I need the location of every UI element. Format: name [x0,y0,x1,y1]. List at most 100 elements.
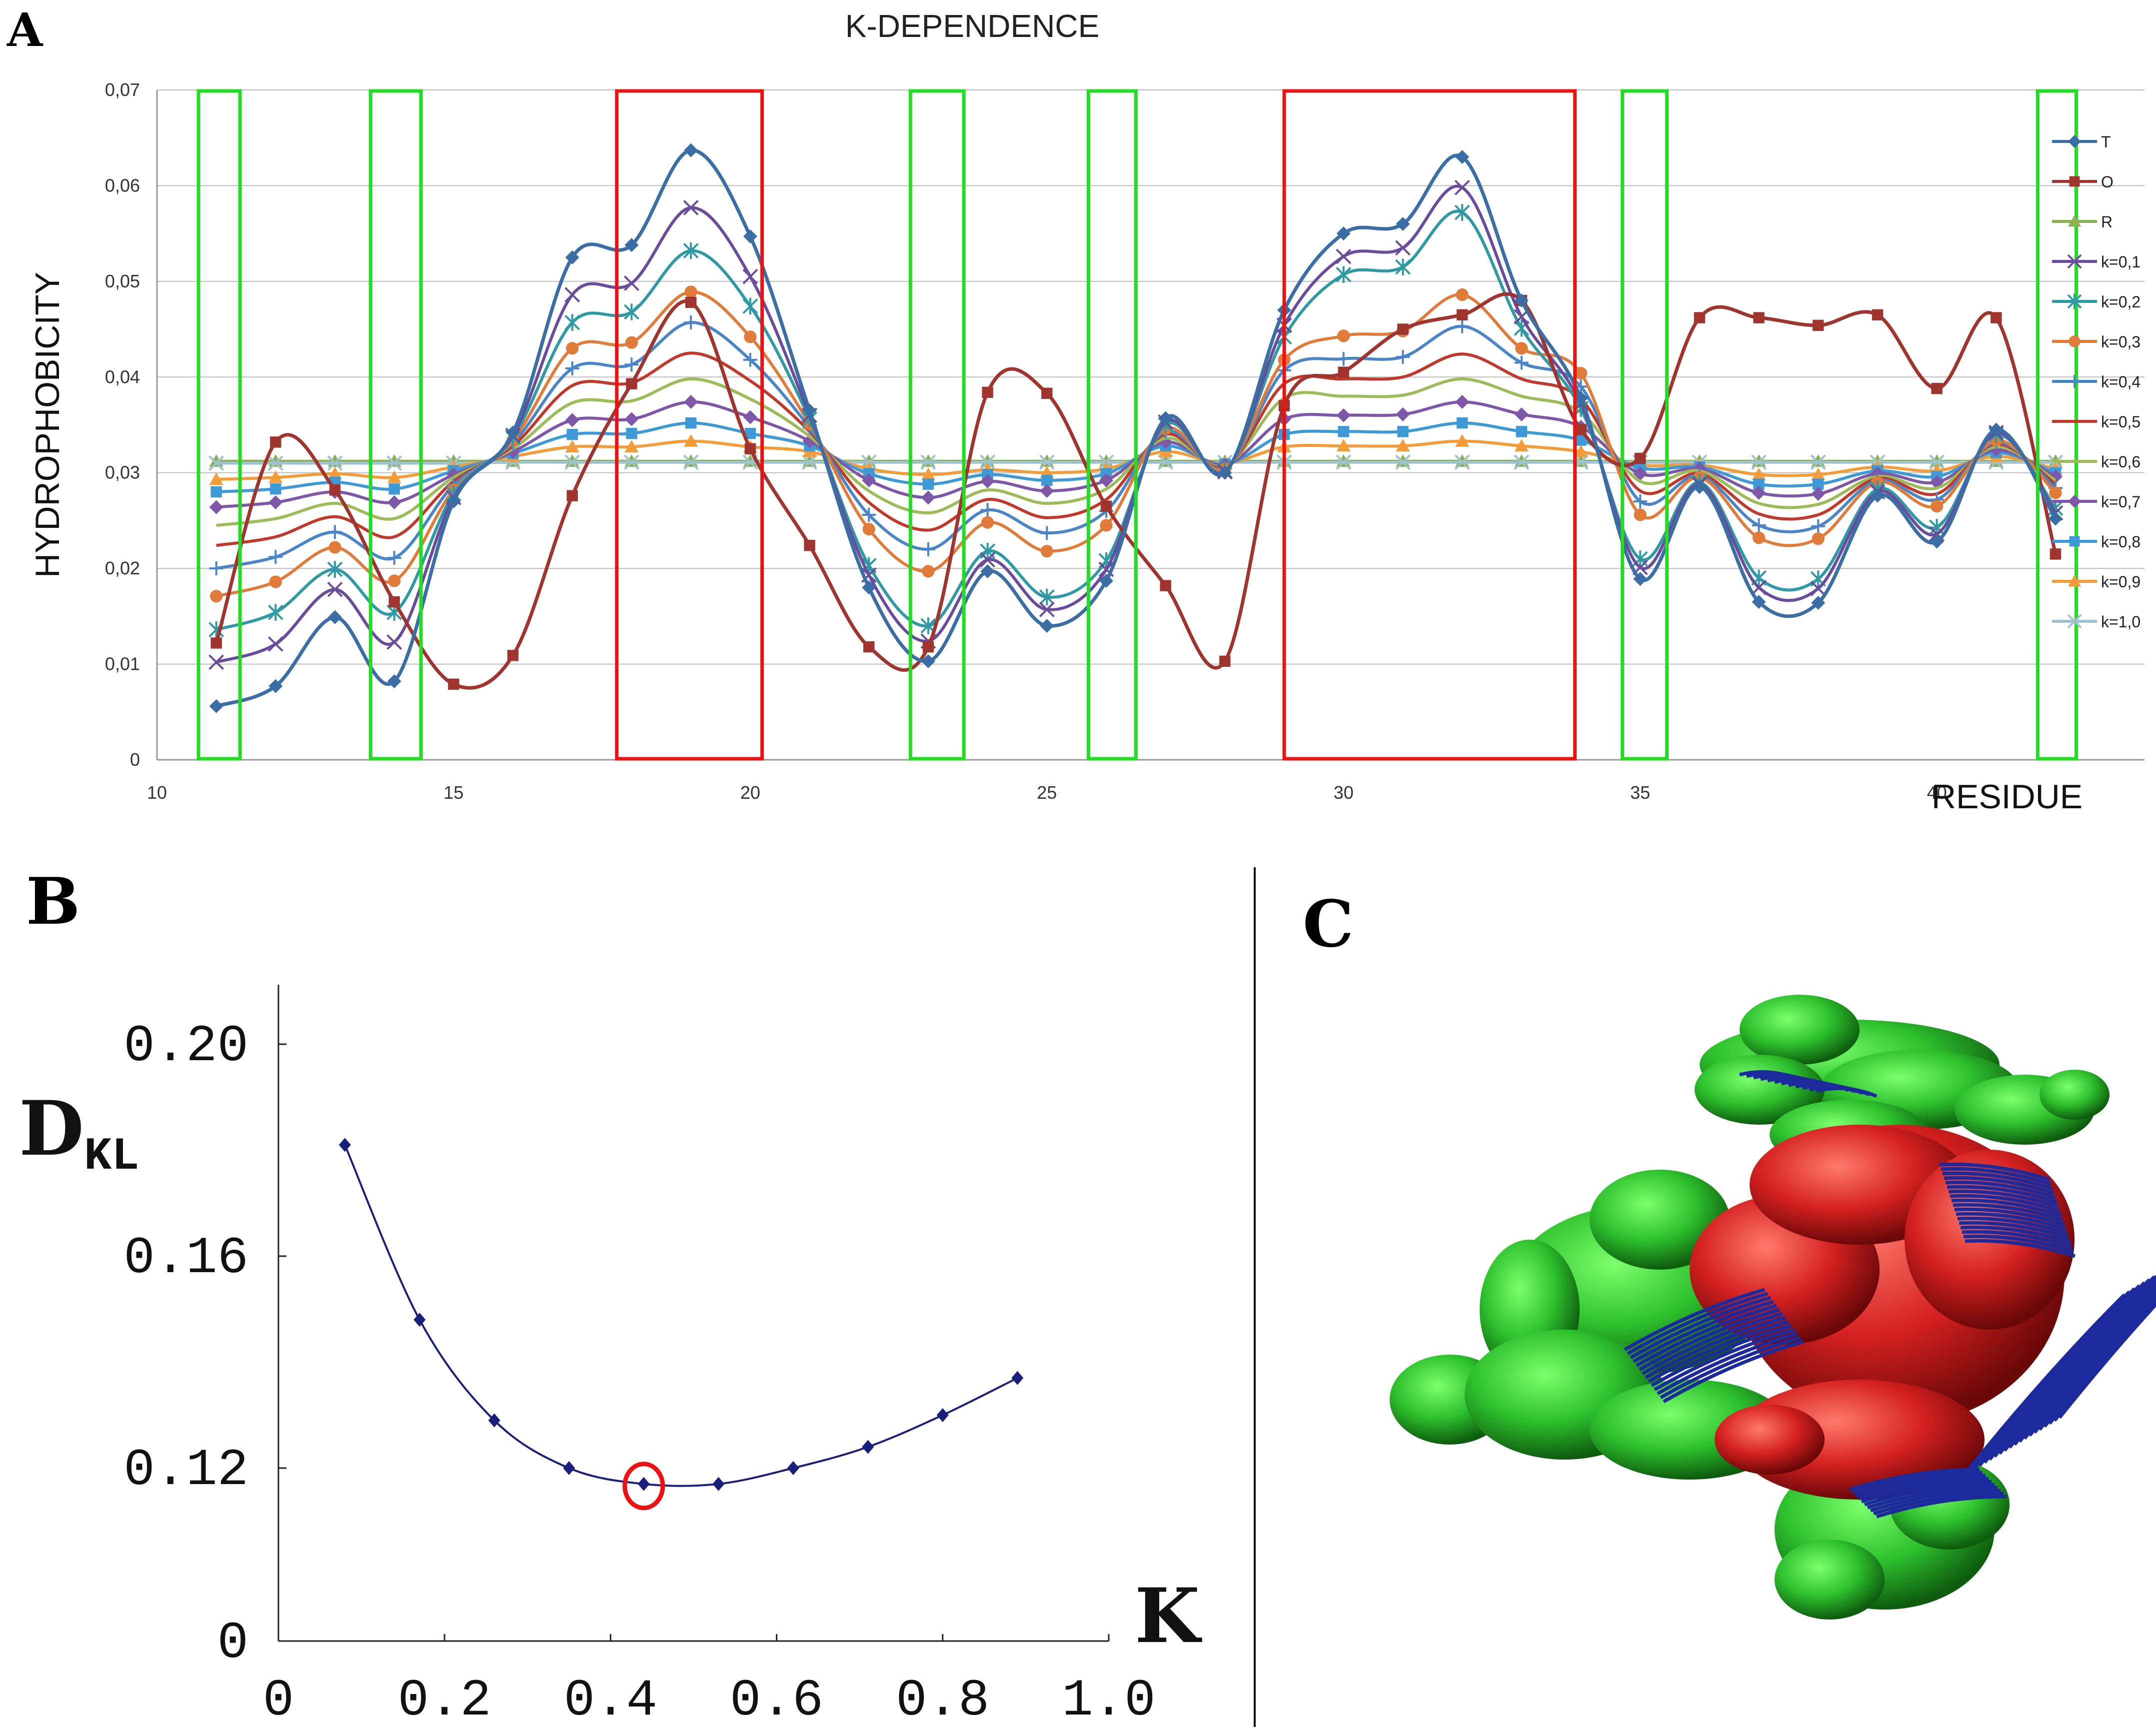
chart-a-y-tick-label: 0,07 [105,79,140,100]
legend-marker [2067,254,2082,269]
legend-label: k=0,7 [2101,493,2141,511]
chart-a-point [1811,596,1826,610]
legend-label: k=0,2 [2101,293,2141,311]
chart-a-point [1336,248,1352,264]
legend-marker [2068,575,2081,587]
chart-a-point [566,428,578,440]
chart-a-point [268,550,283,564]
chart-a-x-tick-label: 35 [1630,782,1650,803]
chart-a-point [921,490,935,505]
chart-a-point [1397,323,1409,335]
chart-a-highlight-region [1621,89,1669,761]
strand [2033,1290,2156,1434]
chart-a-point [210,590,223,603]
legend-label: k=0,6 [2101,453,2141,471]
chart-a-highlight-regions [196,89,2079,761]
chart-b-point [637,1477,650,1491]
chart-a-point [1040,526,1054,540]
chart-a-point [387,674,401,689]
chart-b-y-label-sub: KL [84,1130,139,1183]
chart-a-point [1041,474,1053,486]
chart-a-point [1396,350,1410,364]
chart-a-point [1336,408,1351,422]
chart-a-point [1930,500,1944,513]
chart-a-point [1454,454,1470,470]
chart-b-x-label: K [1135,1572,1202,1660]
chart-a-point [209,561,223,576]
chart-a-point [684,315,698,330]
chart-a-x-tick-label: 10 [147,782,167,803]
chart-a-line-k-0-3 [215,290,2057,598]
chart-b-ticks: 0 0.2 0.4 0.6 0.8 1.0 0 0.12 0.16 0.20 [123,1017,1155,1731]
chart-a-series-o [210,292,2062,690]
chart-a-point [684,434,698,447]
chart-a-point [1989,422,2004,437]
chart-a-y-tick-label: 0,01 [105,654,140,674]
chart-b-line [344,1144,1018,1487]
chart-a-point [564,454,580,470]
chart-a-point [802,454,817,470]
chart-a-highlight-region [1086,89,1138,761]
chart-b-x-tick-label: 0.6 [730,1672,823,1731]
chart-a-point [1514,293,1529,308]
chart-a-point [1515,342,1528,355]
chart-a-point [565,413,579,427]
chart-a-gridlines [157,89,2145,665]
blue-strands [1624,1070,2156,1519]
strand [1645,1316,1786,1380]
strand [1957,1216,2069,1236]
chart-a-point [328,525,342,539]
chart-a-point [1931,383,1943,394]
strand [2048,1297,2156,1425]
chart-a-point [742,268,758,284]
chart-a-point [1751,580,1767,595]
chart-a-highlight-region [2036,89,2079,761]
chart-a-point [210,486,222,498]
chart-a-point [565,250,579,264]
chart-a-title: K-DEPENDENCE [845,8,1100,44]
chart-a-point [1396,407,1410,421]
legend-entry-k-0-9: k=0,9 [2052,573,2141,591]
strand [1624,1288,1765,1352]
protein-structure-image [1390,995,2156,1620]
chart-a-point [922,478,934,490]
chart-a-point [386,634,402,650]
chart-a-point [1455,150,1470,164]
chart-b-y-label: DKL [19,1085,139,1183]
chart-a-point [625,336,638,349]
chart-a-point [388,574,401,587]
chart-a-x-tick-label: 15 [443,782,463,803]
chart-a-point [388,596,400,608]
strand [1948,1189,2060,1209]
chart-a-point [1100,519,1113,532]
chart-a-point [267,636,283,652]
legend-marker [2068,375,2081,388]
chart-a-point [1040,545,1053,558]
chart-a-highlight-region [615,89,764,761]
chart-a-point [1395,240,1411,256]
legend-marker [2068,215,2081,227]
chart-a-point [1338,426,1349,437]
chart-a-point [685,417,697,429]
chart-a-highlight-region [908,89,966,761]
chart-a-point [1158,411,1173,425]
chart-a-point [564,287,580,303]
chart-a-point [1396,217,1410,231]
chart-a-point [1574,391,1588,405]
strand [1627,1292,1768,1356]
chart-a-y-tick-label: 0 [130,749,140,770]
chart-a-point [684,143,698,157]
chart-b-point [563,1461,575,1475]
chart-b-y-tick-label: 0.12 [123,1441,248,1500]
chart-a-point [1099,574,1113,588]
chart-a-point [1395,454,1411,470]
strand [2053,1299,2156,1422]
legend-entry-k-0-7: k=0,7 [2052,493,2141,511]
chart-a-point [1575,434,1587,446]
chart-a-point [327,455,343,471]
chart-a-point [328,466,342,479]
chart-a-point [920,454,936,470]
strand [1870,1489,2001,1513]
chart-a-point [1694,312,1706,323]
chart-a-point [1336,454,1352,470]
